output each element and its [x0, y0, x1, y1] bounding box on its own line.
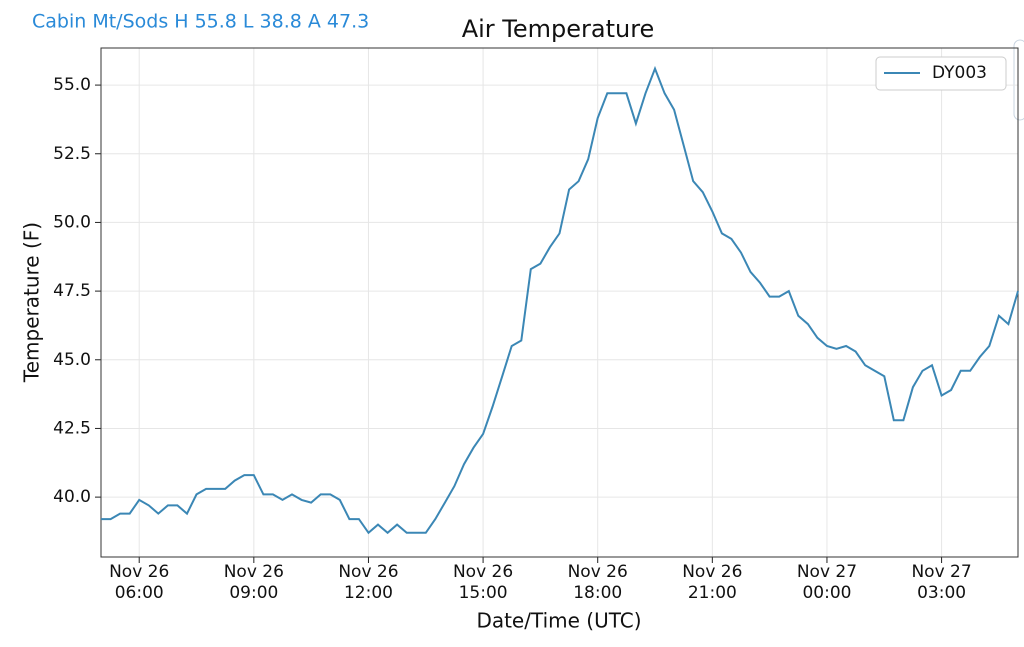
- legend-box: [875, 56, 1007, 91]
- y-tick-label: 52.5: [53, 144, 91, 164]
- data-line: [101, 65, 1019, 535]
- x-axis-label: Date/Time (UTC): [476, 609, 641, 633]
- station-header: Cabin Mt/Sods H 55.8 L 38.8 A 47.3: [32, 11, 369, 33]
- y-tick-label: 42.5: [53, 418, 91, 438]
- x-tick-label: Nov 27 03:00: [911, 562, 972, 603]
- x-tick-label: Nov 27 00:00: [796, 562, 858, 603]
- y-tick-label: 45.0: [53, 350, 91, 370]
- x-tick-label: Nov 26 18:00: [567, 562, 628, 603]
- y-tick-label: 50.0: [53, 212, 91, 232]
- chart-title: Air Temperature: [462, 15, 655, 43]
- plot-frame: [100, 47, 1019, 558]
- y-tick-label: 47.5: [53, 281, 91, 301]
- legend-label: DY003: [932, 63, 987, 83]
- x-tick-label: Nov 26 06:00: [109, 562, 170, 603]
- x-tick-label: Nov 26 12:00: [338, 562, 399, 603]
- scroll-edge: [1013, 39, 1024, 121]
- x-tick-label: Nov 26 09:00: [223, 562, 284, 603]
- x-tick-label: Nov 26 15:00: [452, 562, 514, 603]
- y-tick-label: 40.0: [53, 487, 91, 507]
- y-tick-label: 55.0: [53, 75, 91, 95]
- x-tick-label: Nov 26 21:00: [682, 562, 743, 603]
- y-axis-label: Temperature (F): [20, 222, 44, 383]
